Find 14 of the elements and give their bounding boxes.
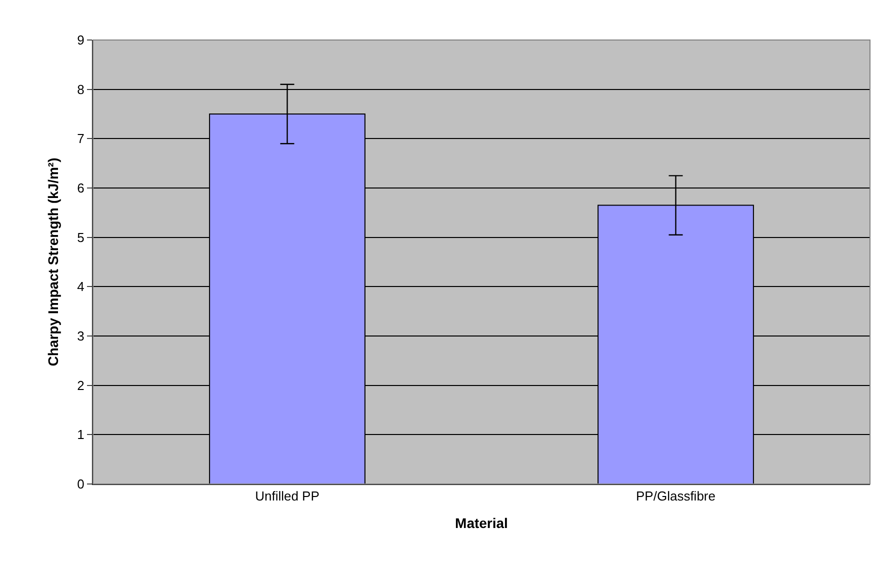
- x-tick-label: PP/Glassfibre: [636, 488, 716, 504]
- y-tick-label: 2: [77, 378, 84, 393]
- y-tick-label: 4: [77, 279, 84, 294]
- y-tick-label: 9: [77, 32, 84, 48]
- x-axis-title: Material: [455, 514, 508, 531]
- y-tick-label: 8: [77, 82, 84, 97]
- y-tick-label: 5: [77, 230, 84, 245]
- y-tick-label: 1: [77, 427, 84, 442]
- y-tick-label: 6: [77, 180, 84, 196]
- y-tick-label: 0: [77, 476, 84, 492]
- x-tick-label: Unfilled PP: [255, 488, 320, 504]
- y-axis-title: Charpy Impact Strength (kJ/m²): [44, 158, 61, 366]
- y-tick-label: 7: [77, 131, 84, 146]
- y-tick-label: 3: [77, 328, 84, 344]
